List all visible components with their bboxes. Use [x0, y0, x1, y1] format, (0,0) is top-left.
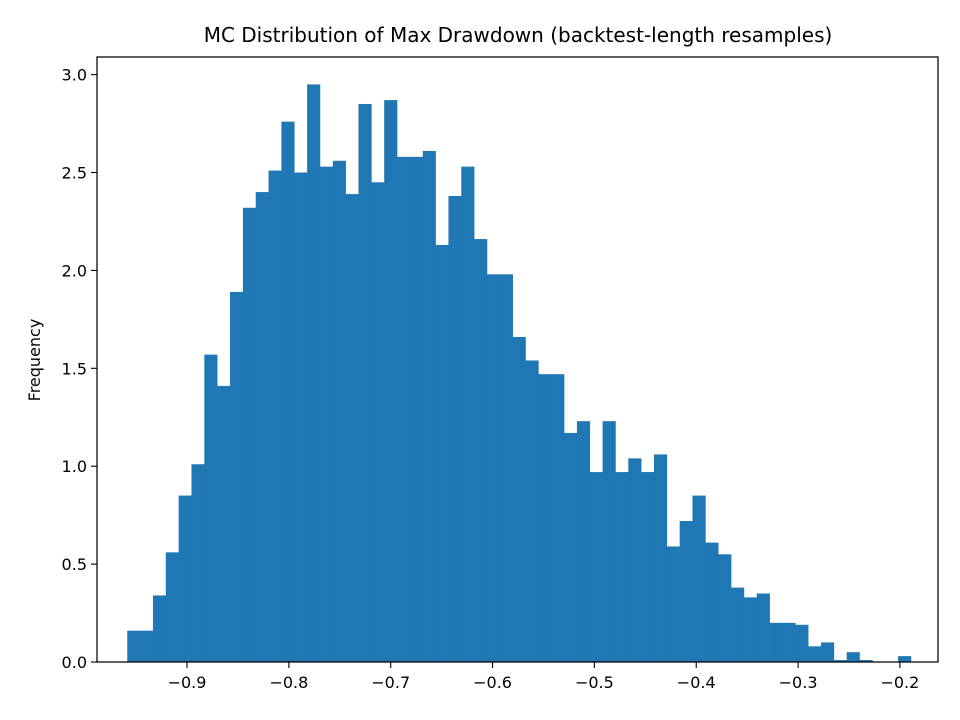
histogram-bar: [332, 160, 346, 662]
y-axis-label: Frequency: [25, 319, 44, 402]
histogram-bar: [486, 274, 501, 662]
x-tick-label: −0.5: [575, 673, 614, 692]
histogram-bar: [692, 495, 706, 662]
histogram-bar: [731, 587, 745, 662]
histogram-bar: [846, 652, 860, 662]
y-tick-label: 2.5: [62, 164, 87, 183]
histogram-bar: [255, 192, 269, 662]
histogram-bar: [808, 646, 822, 662]
histogram-bar: [448, 196, 462, 662]
histogram-bar: [525, 360, 539, 662]
y-tick-label: 1.5: [62, 359, 87, 378]
histogram-bar: [191, 464, 205, 662]
x-tick-label: −0.7: [371, 673, 410, 692]
histogram-bar: [538, 374, 552, 662]
histogram-bar: [307, 84, 321, 662]
histogram-bar: [409, 156, 424, 662]
histogram-bar: [127, 630, 141, 662]
histogram-bar: [551, 374, 565, 662]
histogram-bar: [769, 622, 783, 662]
histogram-bar: [474, 239, 488, 662]
y-tick-label: 3.0: [62, 66, 87, 85]
histogram-bar: [705, 542, 719, 662]
histogram-bar: [576, 421, 591, 662]
x-axis-ticks: −0.9 −0.8 −0.7 −0.6 −0.5 −0.4 −0.3 −0.2: [168, 662, 919, 692]
histogram-bar: [821, 642, 835, 662]
x-tick-label: −0.4: [677, 673, 716, 692]
histogram-bar: [461, 166, 475, 662]
histogram-bar: [165, 552, 179, 662]
y-tick-label: 2.0: [62, 261, 87, 280]
x-tick-label: −0.2: [880, 673, 919, 692]
y-tick-label: 0.0: [62, 653, 87, 672]
histogram-bar: [152, 595, 167, 662]
histogram-bar: [666, 546, 680, 662]
y-axis-ticks: 0.0 0.5 1.0 1.5 2.0 2.5 3.0: [62, 66, 97, 672]
histogram-bar: [782, 622, 796, 662]
bars-group: [127, 84, 912, 663]
histogram-bar: [512, 336, 526, 662]
histogram-bar: [140, 630, 154, 662]
histogram-bar: [422, 150, 436, 663]
histogram-bar: [564, 432, 578, 662]
histogram-bar: [653, 454, 668, 662]
histogram-bar: [217, 385, 231, 662]
histogram-bar: [641, 472, 655, 662]
chart-title: MC Distribution of Max Drawdown (backtes…: [204, 23, 833, 47]
histogram-bar: [756, 593, 770, 662]
histogram-bar: [628, 458, 642, 662]
histogram-bar: [204, 354, 218, 662]
histogram-bar: [795, 624, 809, 662]
histogram-bar: [358, 103, 372, 663]
y-tick-label: 0.5: [62, 555, 87, 574]
histogram-bar: [743, 597, 758, 662]
histogram-bar: [589, 472, 603, 662]
x-tick-label: −0.8: [269, 673, 308, 692]
histogram-bar: [345, 194, 359, 662]
histogram-bar: [384, 100, 398, 662]
histogram-bar: [281, 121, 295, 663]
histogram-bar: [230, 291, 244, 662]
histogram-bar: [242, 207, 257, 662]
y-tick-label: 1.0: [62, 457, 87, 476]
histogram-bar: [499, 274, 513, 662]
histogram-bar: [319, 166, 334, 662]
histogram-bar: [718, 554, 732, 662]
histogram-bar: [602, 421, 616, 662]
histogram-bar: [898, 656, 912, 662]
histogram-bar: [397, 156, 411, 662]
x-tick-label: −0.3: [779, 673, 818, 692]
x-tick-label: −0.9: [168, 673, 207, 692]
x-tick-label: −0.6: [473, 673, 512, 692]
histogram-bar: [371, 182, 385, 662]
histogram-bar: [615, 472, 629, 662]
histogram-bar: [435, 244, 449, 662]
axes-frame: [96, 56, 939, 663]
histogram-bar: [833, 660, 847, 662]
histogram-bar: [268, 170, 282, 662]
histogram-bar: [679, 521, 693, 662]
histogram-bar: [178, 495, 192, 662]
histogram-bar: [294, 172, 308, 662]
histogram-bar: [859, 660, 873, 662]
